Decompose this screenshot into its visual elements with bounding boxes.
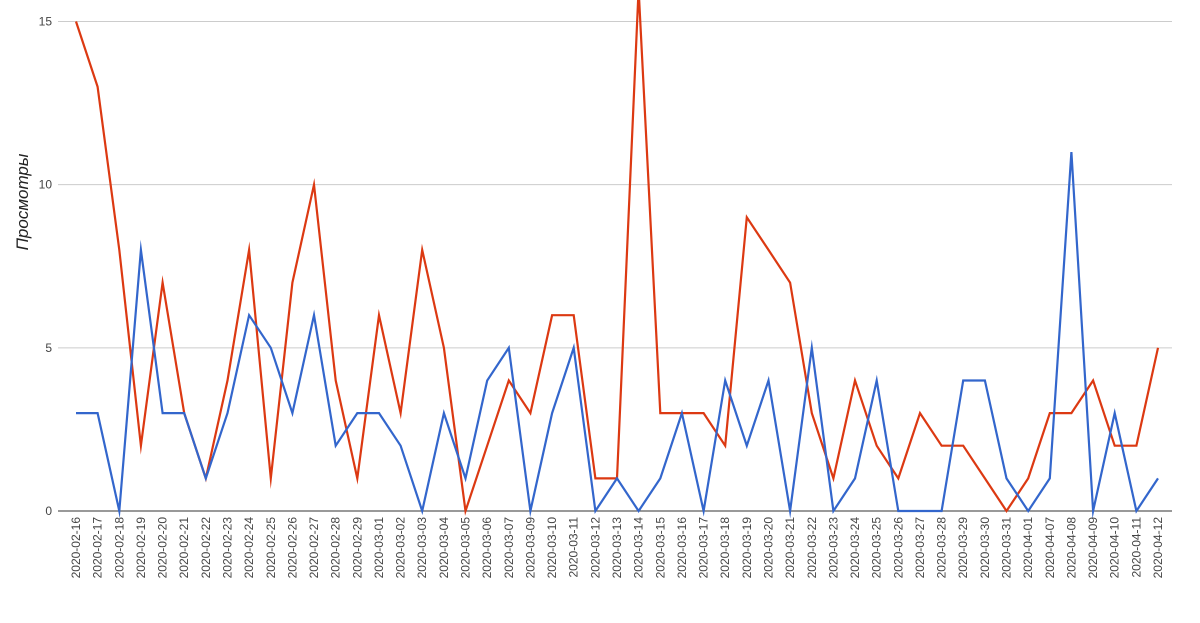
x-tick-label: 2020-02-26	[285, 517, 299, 579]
x-tick-label: 2020-03-29	[956, 517, 970, 579]
y-tick-label: 10	[39, 178, 53, 192]
x-tick-label: 2020-03-01	[372, 517, 386, 579]
x-tick-label: 2020-03-18	[718, 517, 732, 579]
x-tick-label: 2020-02-22	[199, 517, 213, 579]
x-tick-label: 2020-02-27	[307, 517, 321, 579]
x-tick-label: 2020-03-25	[870, 517, 884, 579]
x-tick-label: 2020-03-16	[675, 517, 689, 579]
x-tick-label: 2020-03-02	[394, 517, 408, 579]
x-tick-label: 2020-04-09	[1086, 517, 1100, 579]
series-line-2	[76, 152, 1159, 519]
x-tick-label: 2020-04-08	[1064, 517, 1078, 579]
x-tick-label: 2020-03-03	[415, 517, 429, 579]
x-tick-label: 2020-03-11	[567, 517, 581, 578]
x-tick-label: 2020-03-13	[610, 517, 624, 579]
x-tick-label: 2020-04-11	[1129, 517, 1143, 578]
x-tick-label: 2020-02-25	[264, 517, 278, 579]
x-tick-label: 2020-03-20	[761, 517, 775, 579]
x-tick-label: 2020-03-24	[848, 517, 862, 579]
x-tick-label: 2020-03-10	[545, 517, 559, 579]
x-tick-label: 2020-03-15	[653, 517, 667, 579]
x-tick-label: 2020-03-28	[935, 517, 949, 579]
x-tick-label: 2020-03-21	[783, 517, 797, 579]
x-tick-label: 2020-03-04	[437, 517, 451, 579]
x-tick-label: 2020-02-17	[91, 517, 105, 579]
x-tick-label: 2020-03-14	[632, 517, 646, 579]
x-axis-ticks: 2020-02-16 2020-02-17 2020-02-18 2020-02-19…	[69, 517, 1165, 579]
x-tick-label: 2020-04-10	[1108, 517, 1122, 579]
x-tick-label: 2020-02-24	[242, 517, 256, 579]
x-tick-label: 2020-02-20	[156, 517, 170, 579]
x-tick-label: 2020-03-06	[480, 517, 494, 579]
x-tick-label: 2020-03-30	[978, 517, 992, 579]
x-tick-label: 2020-02-23	[220, 517, 234, 579]
x-tick-label: 2020-03-07	[502, 517, 516, 579]
x-tick-label: 2020-02-16	[69, 517, 83, 579]
x-tick-label: 2020-02-28	[329, 517, 343, 579]
y-tick-label: 0	[45, 504, 52, 518]
x-tick-label: 2020-04-12	[1151, 517, 1165, 579]
x-tick-label: 2020-02-29	[350, 517, 364, 579]
gridlines	[58, 21, 1172, 512]
x-tick-label: 2020-03-19	[740, 517, 754, 579]
y-axis-ticks: 0 5 10 15	[39, 15, 53, 518]
x-tick-label: 2020-04-01	[1021, 517, 1035, 579]
x-tick-label: 2020-03-12	[588, 517, 602, 579]
x-tick-label: 2020-03-23	[826, 517, 840, 579]
y-tick-label: 15	[39, 15, 53, 29]
series-layer	[74, 0, 1160, 519]
x-tick-label: 2020-04-07	[1043, 517, 1057, 579]
x-tick-label: 2020-03-05	[459, 517, 473, 579]
x-tick-label: 2020-03-27	[913, 517, 927, 579]
y-axis-title: Просмотры	[13, 153, 32, 250]
x-tick-label: 2020-02-18	[112, 517, 126, 579]
x-tick-label: 2020-03-31	[1000, 517, 1014, 579]
x-tick-label: 2020-03-09	[523, 517, 537, 579]
x-tick-label: 2020-02-19	[134, 517, 148, 579]
x-tick-label: 2020-03-26	[891, 517, 905, 579]
x-tick-label: 2020-03-17	[697, 517, 711, 579]
y-tick-label: 5	[45, 341, 52, 355]
x-tick-label: 2020-02-21	[177, 517, 191, 579]
x-tick-label: 2020-03-22	[805, 517, 819, 579]
